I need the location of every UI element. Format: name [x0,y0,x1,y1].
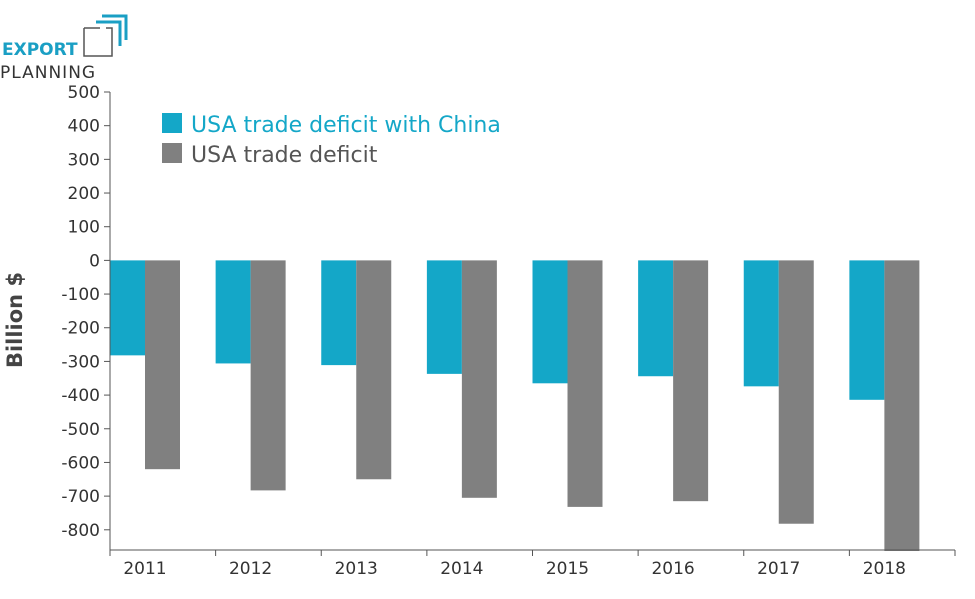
bar-china-2015 [532,260,568,384]
y-tick-label: -100 [61,285,100,305]
legend: USA trade deficit with China USA trade de… [162,113,501,168]
legend-swatch-china [162,113,182,133]
y-tick-label: 200 [68,184,100,204]
legend-label-china: USA trade deficit with China [191,113,501,138]
x-tick-label: 2018 [863,559,906,579]
legend-swatch-total [162,143,182,163]
y-tick-label: 300 [68,150,100,170]
bar-total-2017 [778,260,814,524]
y-tick-label: -800 [61,521,100,541]
bar-total-2016 [673,260,709,502]
logo-text-planning: PLANNING [0,63,96,83]
bar-china-2018 [849,260,885,400]
bar-china-2012 [215,260,251,364]
x-tick-label: 2017 [757,559,800,579]
y-tick-label: -300 [61,352,100,372]
legend-label-total: USA trade deficit [191,143,378,168]
bar-total-2011 [145,260,180,470]
x-tick-label: 2012 [229,559,272,579]
bar-total-2012 [250,260,286,491]
y-axis-label: Billion $ [3,272,27,368]
bars-group [110,260,920,552]
export-planning-logo: EXPORT PLANNING [0,14,128,83]
logo-mark-icon [83,27,113,57]
y-tick-label: 100 [68,218,100,238]
x-tick-label: 2013 [335,559,378,579]
y-tick-label: -200 [61,319,100,339]
y-tick-label: -400 [61,386,100,406]
bar-china-2013 [321,260,357,366]
bar-total-2014 [461,260,497,498]
bar-total-2015 [567,260,603,507]
x-tick-label: 2015 [546,559,589,579]
bar-total-2013 [356,260,392,480]
y-tick-label: -700 [61,487,100,507]
logo-text-export: EXPORT [2,40,78,60]
x-tick-label: 2011 [123,559,166,579]
bar-china-2011 [110,260,145,356]
x-tick-label: 2016 [651,559,694,579]
y-tick-label: -500 [61,420,100,440]
bar-china-2016 [638,260,674,377]
x-tick-label: 2014 [440,559,483,579]
bar-total-2018 [884,260,920,552]
y-tick-label: 500 [68,83,100,103]
axes-group: 2011 2012 2013 2014 2015 2016 2017 2018 500 400 30… [61,83,956,579]
y-tick-label: 0 [89,251,100,271]
y-tick-label: -600 [61,453,100,473]
bar-china-2014 [426,260,462,374]
bar-china-2017 [743,260,779,387]
y-tick-label: 400 [68,117,100,137]
